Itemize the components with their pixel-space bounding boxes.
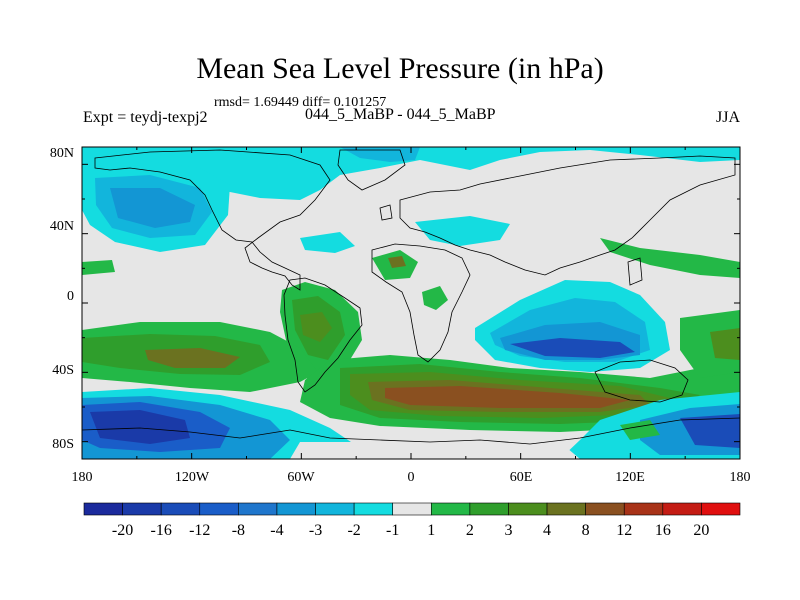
colorbar-swatch <box>353 502 394 516</box>
colorbar-label: 1 <box>427 522 435 539</box>
colorbar-label: 16 <box>655 522 671 539</box>
coastline-australia <box>594 359 689 403</box>
colorbar-swatch <box>122 502 162 516</box>
colorbar-swatch <box>315 502 355 516</box>
coastline-greenland <box>337 149 406 191</box>
colorbar-swatch <box>430 502 471 516</box>
lat-tick-label: 80S <box>52 437 74 452</box>
lon-tick-label: 180 <box>730 470 751 485</box>
coastline-south-america <box>283 277 363 393</box>
colorbar-swatch <box>701 502 741 516</box>
latitude-labels: 80N 40N 0 40S 80S <box>50 146 74 452</box>
colorbar-label: 8 <box>582 522 590 539</box>
lat-tick-label: 40N <box>50 219 74 234</box>
colorbar-swatch <box>199 502 239 516</box>
antarctic-interior-neutral <box>290 442 580 459</box>
coastlines <box>82 149 740 445</box>
longitude-labels: 180 120W 60W 0 60E 120E 180 <box>72 470 751 485</box>
arctic-low-band <box>82 147 740 200</box>
rmsd-diff-stats: rmsd= 1.69449 diff= 0.101257 <box>214 95 387 110</box>
lon-tick-label: 120E <box>615 470 645 485</box>
lon-tick-label: 60W <box>287 470 315 485</box>
lat-tick-label: 40S <box>52 363 74 378</box>
colorbar-swatch <box>508 502 548 516</box>
colorbar-label: -3 <box>309 522 322 539</box>
southern-ocean-high-peak <box>385 386 630 408</box>
colorbar-label: -4 <box>270 522 283 539</box>
colorbar-swatch <box>276 502 316 516</box>
colorbar-swatch <box>662 502 702 516</box>
colorbar-label: 3 <box>504 522 512 539</box>
colorbar-label: 4 <box>543 522 551 539</box>
south-america-high-center <box>300 312 332 342</box>
south-pacific-high-core <box>145 348 240 368</box>
colorbar-swatch <box>469 502 509 516</box>
experiment-names: 044_5_MaBP - 044_5_MaBP <box>305 106 496 123</box>
colorbar-label: -20 <box>112 522 133 539</box>
lon-tick-label: 0 <box>408 470 415 485</box>
chart-title: Mean Sea Level Pressure (in hPa) <box>196 52 604 85</box>
east-pacific-high-core <box>710 328 740 360</box>
north-pacific-low-core <box>110 188 195 228</box>
colorbar-label: 20 <box>693 522 709 539</box>
antarctic-pacific-low-core <box>90 410 190 444</box>
colorbar-labels: -20 -16 -12 -8 -4 -3 -2 -1 1 2 3 4 8 12 16 20 <box>112 522 709 539</box>
colorbar-label: -8 <box>232 522 245 539</box>
coastline-eurasia <box>399 155 736 276</box>
colorbar <box>83 502 741 516</box>
pressure-field <box>82 147 740 459</box>
southern-africa-high <box>422 286 448 310</box>
colorbar-swatch <box>83 502 123 516</box>
colorbar-swatch <box>392 502 432 516</box>
west-north-pacific-high <box>82 260 115 275</box>
coastline-north-america <box>94 149 331 291</box>
lat-tick-label: 0 <box>67 289 74 304</box>
coastline-uk <box>379 204 393 221</box>
north-atlantic-low <box>300 232 355 253</box>
colorbar-label: -12 <box>189 522 210 539</box>
coastline-antarctica <box>82 417 740 445</box>
colorbar-label: -2 <box>347 522 360 539</box>
experiment-label: Expt = teydj-texpj2 <box>83 109 208 126</box>
east-asia-high <box>600 238 740 278</box>
colorbar-swatch <box>585 502 625 516</box>
season-label: JJA <box>716 109 741 126</box>
axis-ticks <box>81 147 741 459</box>
colorbar-label: -16 <box>151 522 172 539</box>
colorbar-swatch <box>546 502 586 516</box>
lon-tick-label: 180 <box>72 470 93 485</box>
colorbar-label: 12 <box>616 522 632 539</box>
east-pacific-high <box>680 310 740 378</box>
colorbar-swatch <box>623 502 664 516</box>
colorbar-label: 2 <box>466 522 474 539</box>
colorbar-swatch <box>160 502 201 516</box>
lat-tick-label: 80N <box>50 146 74 161</box>
coastline-africa <box>371 243 471 363</box>
southern-indian-low-core <box>510 338 635 358</box>
colorbar-swatch <box>238 502 278 516</box>
coastline-japan <box>627 257 643 286</box>
eurasia-low <box>415 216 510 246</box>
antarctic-east-low-core <box>680 414 740 448</box>
lon-tick-label: 120W <box>175 470 210 485</box>
colorbar-label: -1 <box>386 522 399 539</box>
lon-tick-label: 60E <box>510 470 533 485</box>
north-africa-high-core <box>388 256 406 268</box>
